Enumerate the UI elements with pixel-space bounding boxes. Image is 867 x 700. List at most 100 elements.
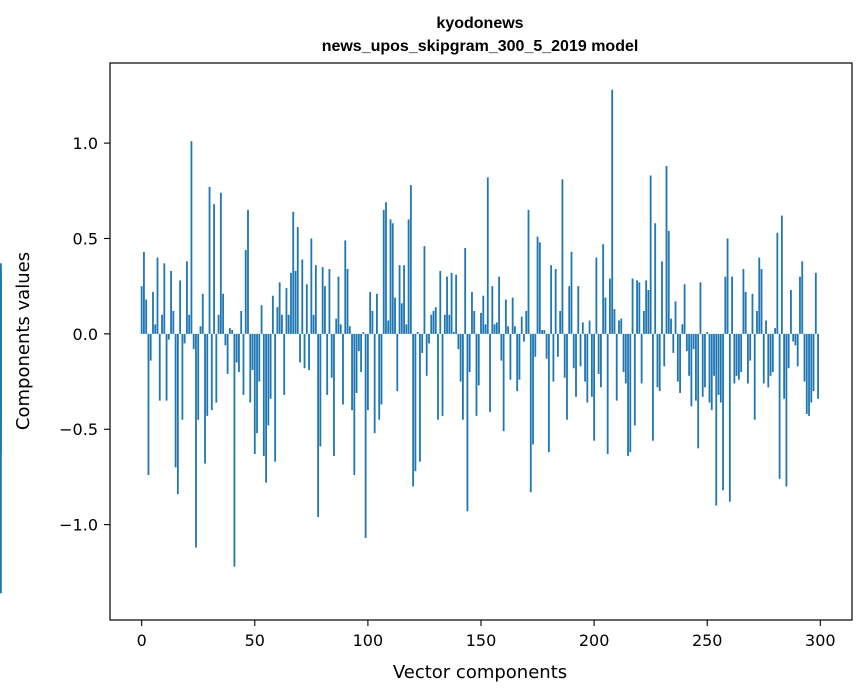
bar [790, 290, 792, 334]
bar [310, 238, 313, 334]
bar [448, 314, 451, 334]
bar [244, 249, 247, 334]
bar [486, 177, 489, 334]
bar [473, 310, 476, 334]
bar [633, 333, 636, 426]
bar [765, 320, 767, 334]
bar [446, 276, 448, 334]
bar [283, 333, 286, 395]
bar [285, 288, 288, 334]
bar [170, 270, 172, 334]
bar [145, 299, 148, 334]
bar [357, 333, 360, 352]
bar [434, 307, 437, 334]
bar [502, 333, 505, 432]
bar [355, 333, 358, 393]
bar [176, 333, 179, 495]
bar [265, 333, 267, 483]
bar [810, 333, 813, 403]
bar [672, 333, 675, 353]
bar [717, 333, 720, 395]
bar [480, 312, 482, 334]
bar [801, 261, 804, 334]
bar [398, 265, 401, 334]
bar [667, 230, 670, 334]
bar [396, 333, 399, 392]
bar [335, 318, 338, 334]
bar [595, 257, 598, 334]
bar [443, 314, 446, 334]
bar [493, 324, 496, 334]
bar [407, 219, 410, 334]
bar [647, 290, 650, 334]
bar [638, 282, 641, 334]
bar [172, 310, 175, 334]
bar [457, 333, 460, 350]
bar [360, 333, 363, 373]
bar [708, 333, 711, 403]
bar [783, 333, 786, 399]
bar [342, 333, 344, 405]
bar [330, 333, 333, 378]
bar [385, 202, 387, 334]
bar [188, 314, 191, 334]
bar [769, 333, 772, 376]
bar [242, 333, 245, 395]
bar [572, 333, 575, 369]
bar [516, 333, 519, 392]
y-tick-label: 1.0 [73, 134, 98, 153]
bar [154, 324, 157, 334]
bar [314, 265, 317, 334]
x-tick-label: 100 [353, 631, 384, 650]
bar [165, 333, 168, 401]
bar [731, 276, 734, 334]
bar [805, 333, 808, 414]
bar [681, 324, 684, 334]
y-axis-ticks: −1.0 −0.5 0.0 0.5 1.0 [59, 134, 110, 535]
bar [679, 333, 681, 393]
bar [525, 310, 528, 334]
bar [373, 333, 376, 434]
bar [321, 267, 324, 334]
bar [538, 242, 541, 334]
bar [504, 299, 507, 334]
bar [312, 314, 315, 334]
bar [577, 286, 580, 334]
bar [532, 333, 534, 445]
bar [776, 232, 779, 334]
bar [353, 333, 356, 476]
bar [593, 333, 596, 441]
bar [468, 333, 471, 373]
bar [599, 333, 602, 388]
x-tick-label: 200 [579, 631, 610, 650]
bar [389, 219, 392, 334]
bar [554, 269, 557, 334]
bar [163, 263, 166, 334]
bar [670, 318, 672, 334]
bar [143, 251, 145, 334]
bar [140, 286, 143, 334]
bar [301, 259, 304, 334]
bar [421, 333, 424, 353]
bar [466, 333, 469, 512]
bar [199, 326, 202, 334]
bar [753, 333, 756, 420]
bar [579, 333, 582, 367]
bar [423, 246, 426, 334]
bar [557, 333, 559, 357]
bar [278, 282, 281, 334]
bar [253, 333, 256, 455]
bar [403, 265, 405, 334]
bar [787, 333, 790, 369]
bar [799, 276, 801, 334]
bar [152, 291, 154, 334]
bar [645, 280, 648, 334]
bar [226, 333, 229, 374]
bar [238, 333, 240, 373]
bar [597, 333, 600, 374]
bar [575, 333, 577, 397]
bar [249, 333, 252, 403]
bar [491, 286, 494, 334]
bar [780, 215, 783, 334]
bar [201, 293, 204, 334]
